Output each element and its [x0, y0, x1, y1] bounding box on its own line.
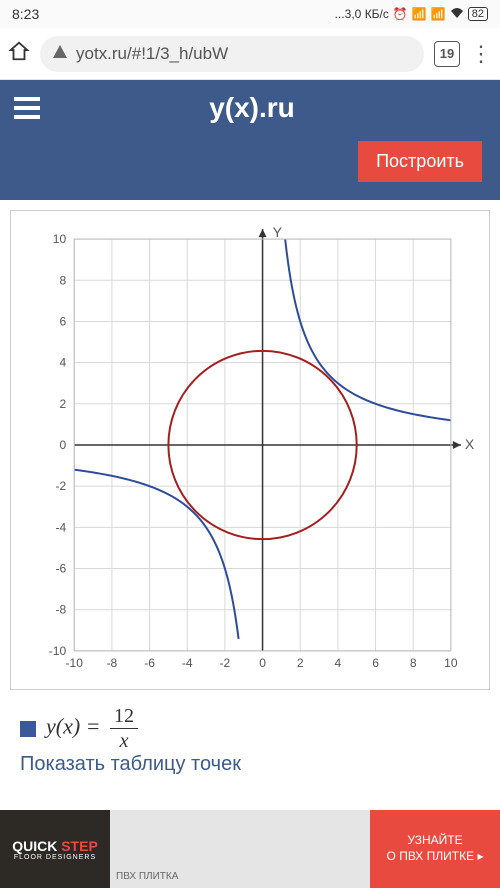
svg-text:4: 4	[335, 656, 342, 670]
ad-cta-line2: О ПВХ ПЛИТКЕ	[387, 849, 475, 863]
svg-text:-4: -4	[55, 520, 66, 534]
legend-func-lhs: y(x) =	[46, 714, 101, 739]
legend-row: y(x) = 12 x	[0, 700, 500, 753]
url-text: yotx.ru/#!1/3_h/ubW	[76, 44, 412, 64]
svg-text:0: 0	[60, 438, 67, 452]
status-time: 8:23	[12, 6, 39, 22]
home-icon[interactable]	[8, 40, 30, 68]
show-table-link[interactable]: Показать таблицу точек	[0, 753, 500, 776]
chart-container: -10 -8 -6 -4 -2 0 2 4 6 8 10 -10 -8 -6 -4 -2 0 2 4 6 8 10 Y X	[10, 210, 490, 690]
url-bar[interactable]: yotx.ru/#!1/3_h/ubW	[40, 36, 424, 72]
svg-text:8: 8	[410, 656, 417, 670]
signal-icon-2: 📶	[431, 7, 446, 21]
status-speed: ...3,0 КБ/с	[335, 7, 389, 21]
wifi-icon	[450, 7, 464, 22]
ad-brand-bottom: STEP	[61, 838, 98, 854]
battery-indicator: 82	[468, 7, 488, 21]
ad-brand-sub: FLOOR DESIGNERS	[14, 854, 96, 861]
svg-text:2: 2	[297, 656, 304, 670]
svg-text:4: 4	[60, 356, 67, 370]
android-status-bar: 8:23 ...3,0 КБ/с ⏰ 📶 📶 82	[0, 0, 500, 28]
ad-brand-top: QUICK	[12, 838, 57, 854]
fraction-numerator: 12	[110, 706, 138, 729]
legend-fraction: 12 x	[110, 706, 138, 751]
svg-text:6: 6	[60, 314, 67, 328]
svg-text:8: 8	[60, 273, 67, 287]
svg-text:-2: -2	[220, 656, 231, 670]
svg-text:-10: -10	[49, 644, 67, 658]
svg-text:2: 2	[60, 397, 67, 411]
ad-cta-panel: УЗНАЙТЕ О ПВХ ПЛИТКЕ ▸	[370, 810, 500, 888]
site-header: y(x).ru Построить	[0, 80, 500, 200]
svg-text:-2: -2	[55, 479, 66, 493]
svg-text:10: 10	[53, 232, 67, 246]
svg-text:-4: -4	[182, 656, 193, 670]
svg-text:Y: Y	[273, 224, 283, 240]
svg-text:0: 0	[259, 656, 266, 670]
alarm-icon: ⏰	[393, 7, 408, 21]
svg-text:-8: -8	[107, 656, 118, 670]
fraction-denominator: x	[120, 729, 129, 751]
browser-toolbar: yotx.ru/#!1/3_h/ubW 19 ⋮	[0, 28, 500, 80]
ad-cta-arrow-icon: ▸	[477, 849, 483, 863]
legend-swatch	[20, 721, 36, 737]
ad-cta-line1: УЗНАЙТЕ	[407, 833, 462, 849]
function-chart: -10 -8 -6 -4 -2 0 2 4 6 8 10 -10 -8 -6 -4 -2 0 2 4 6 8 10 Y X	[19, 219, 481, 681]
ad-brand-panel: QUICK STEP FLOOR DESIGNERS	[0, 810, 110, 888]
signal-icon-1: 📶	[412, 7, 427, 21]
insecure-warn-icon	[52, 44, 68, 63]
ad-mid-panel: ПВХ ПЛИТКА	[110, 810, 370, 888]
tab-switcher[interactable]: 19	[434, 41, 460, 67]
svg-text:6: 6	[372, 656, 379, 670]
site-title: y(x).ru	[18, 92, 486, 124]
svg-text:X: X	[465, 436, 475, 452]
svg-text:-6: -6	[144, 656, 155, 670]
ad-mid-text: ПВХ ПЛИТКА	[116, 871, 178, 882]
svg-text:-8: -8	[55, 603, 66, 617]
svg-text:10: 10	[444, 656, 458, 670]
build-button[interactable]: Построить	[358, 141, 482, 182]
browser-menu-icon[interactable]: ⋮	[470, 41, 492, 67]
svg-text:-6: -6	[55, 562, 66, 576]
svg-text:-10: -10	[66, 656, 84, 670]
ad-banner[interactable]: QUICK STEP FLOOR DESIGNERS ПВХ ПЛИТКА УЗ…	[0, 810, 500, 888]
